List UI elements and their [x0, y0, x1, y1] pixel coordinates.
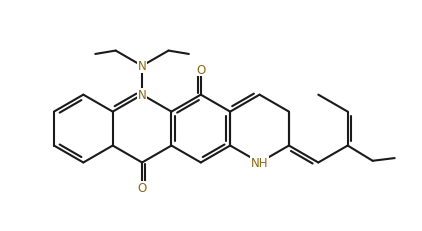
- Text: O: O: [138, 182, 147, 195]
- Text: NH: NH: [251, 156, 268, 169]
- Text: O: O: [196, 64, 206, 76]
- Text: N: N: [138, 89, 146, 102]
- Text: N: N: [138, 60, 146, 73]
